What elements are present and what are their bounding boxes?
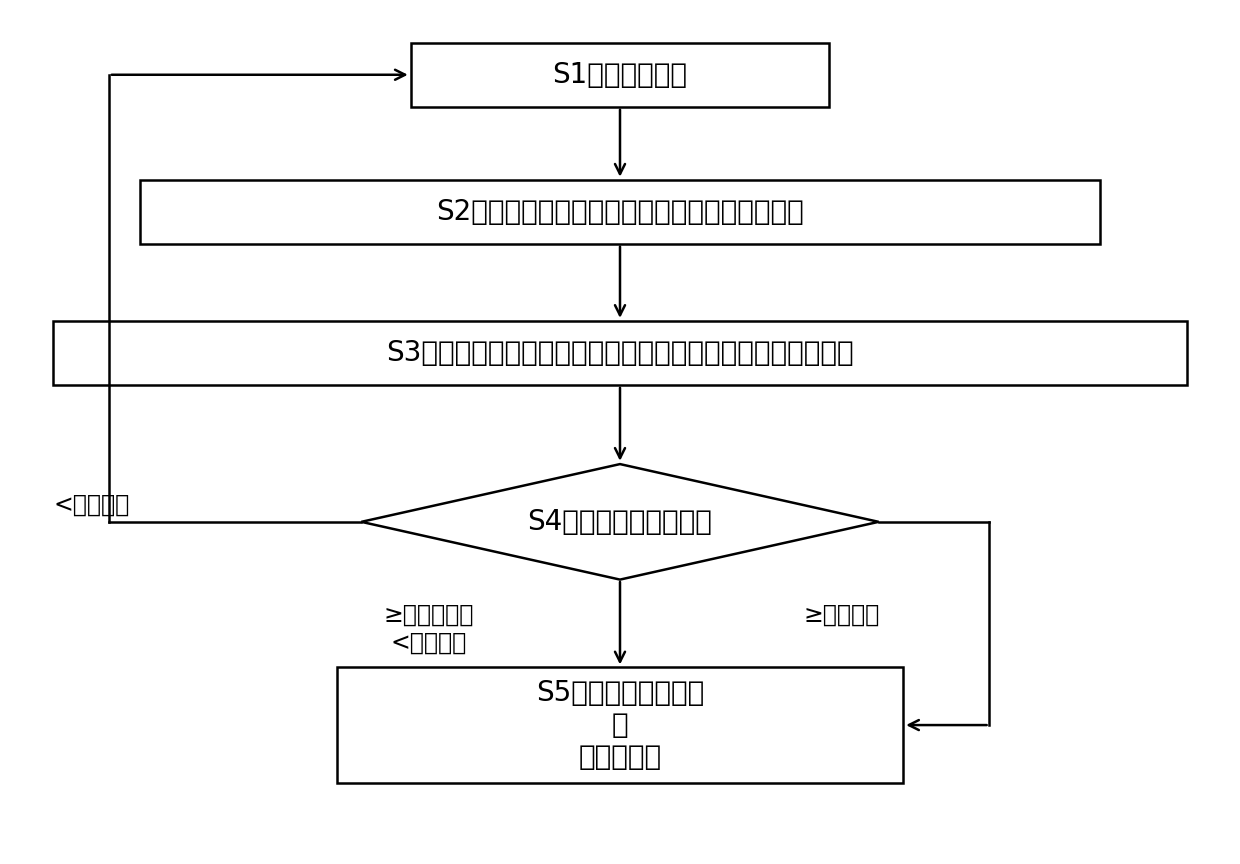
Text: S5：减小流控阀开度
或
关闭流控阀: S5：减小流控阀开度 或 关闭流控阀: [536, 678, 704, 772]
Polygon shape: [361, 464, 879, 580]
FancyBboxPatch shape: [140, 180, 1100, 244]
FancyBboxPatch shape: [410, 42, 830, 107]
Text: S3：热水经不在同一竖直高度的多个偏心注水孔供应至鱼道中: S3：热水经不在同一竖直高度的多个偏心注水孔供应至鱼道中: [386, 339, 854, 367]
FancyBboxPatch shape: [337, 667, 903, 783]
FancyBboxPatch shape: [53, 321, 1187, 385]
Text: ≥温升上限: ≥温升上限: [804, 603, 880, 627]
Text: S2：热水注入鱼道侧壁上的多个类齿轮注水腔体: S2：热水注入鱼道侧壁上的多个类齿轮注水腔体: [436, 198, 804, 226]
Text: ≥温升下限且
<温度上限: ≥温升下限且 <温度上限: [384, 603, 474, 655]
Text: S4：感测鱼道水流温升: S4：感测鱼道水流温升: [527, 508, 713, 536]
Text: <温升下限: <温升下限: [53, 492, 130, 517]
Text: S1：开启流控阀: S1：开启流控阀: [553, 60, 687, 89]
